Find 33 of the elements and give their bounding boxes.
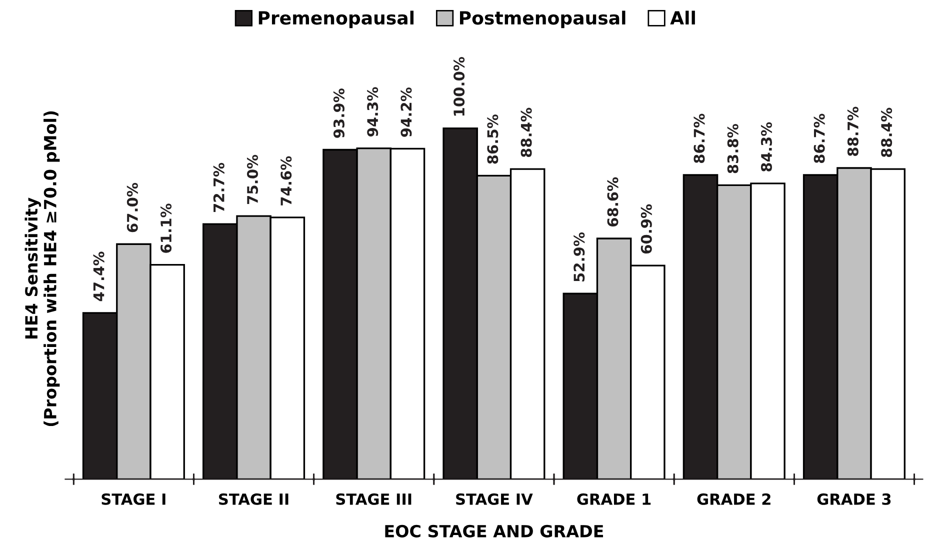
data-label: 83.8%	[727, 124, 738, 174]
data-label: 67.0%	[126, 182, 138, 232]
data-label: 88.4%	[881, 108, 892, 158]
data-label: 75.0%	[246, 154, 258, 204]
x-axis-title: EOC STAGE AND GRADE	[385, 524, 604, 538]
data-label: 93.9%	[333, 88, 344, 138]
data-label: 47.4%	[93, 252, 104, 302]
data-label: 52.9%	[574, 232, 585, 282]
x-tick-label: GRADE 1	[577, 493, 651, 505]
data-label: 94.3%	[367, 87, 378, 136]
legend-label: Premenopausal	[258, 10, 414, 28]
x-tick-label: STAGE II	[219, 493, 288, 505]
data-label: 61.1%	[160, 204, 172, 253]
data-label: 86.7%	[694, 114, 705, 164]
data-label: 88.7%	[847, 106, 858, 156]
x-tick-label: STAGE III	[336, 493, 412, 505]
x-tick-label: STAGE I	[102, 493, 166, 505]
data-label: 84.3%	[760, 122, 772, 172]
data-label: 86.5%	[487, 114, 498, 164]
data-label: 68.6%	[607, 177, 618, 226]
x-tick-label: GRADE 2	[697, 493, 770, 505]
data-label: 72.7%	[213, 162, 224, 212]
data-label: 94.2%	[400, 87, 412, 137]
data-label: 88.4%	[520, 108, 532, 158]
y-axis-title: HE4 Sensitivity (Proportion with HE4 ≥70.0 pMol)	[24, 111, 60, 426]
data-label: 100.0%	[454, 56, 465, 116]
x-tick-label: STAGE IV	[456, 493, 533, 505]
legend-label: All	[670, 10, 695, 24]
data-label: 60.9%	[640, 204, 652, 254]
data-label: 74.6%	[280, 156, 292, 206]
x-tick-label: GRADE 3	[817, 493, 891, 505]
data-label: 86.7%	[814, 114, 825, 164]
legend-label: Postmenopausal	[460, 10, 626, 28]
